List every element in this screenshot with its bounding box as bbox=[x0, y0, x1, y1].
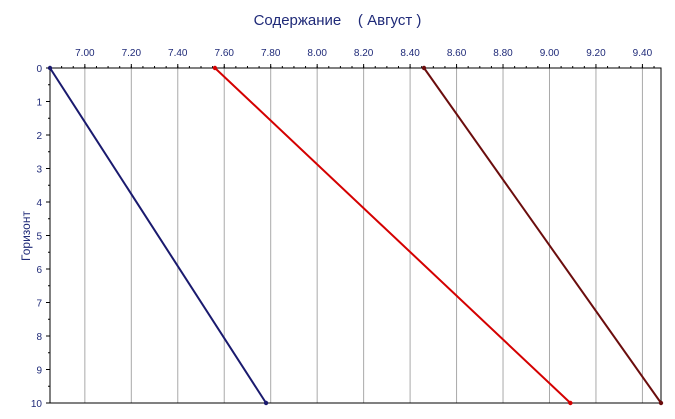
series-3-point-0 bbox=[421, 65, 427, 71]
x-tick-label-5: 8.00 bbox=[307, 48, 327, 59]
series bbox=[47, 65, 664, 406]
series-2-point-0 bbox=[212, 65, 218, 71]
y-tick-label-5: 5 bbox=[36, 232, 42, 243]
y-tick-label-0: 0 bbox=[36, 64, 42, 75]
y-tick-label-8: 8 bbox=[36, 332, 42, 343]
x-tick-label-11: 9.20 bbox=[586, 48, 606, 59]
x-tick-label-4: 7.80 bbox=[261, 48, 281, 59]
y-tick-label-3: 3 bbox=[36, 165, 42, 176]
y-tick-label-2: 2 bbox=[36, 131, 42, 142]
series-2-point-1 bbox=[568, 400, 573, 406]
plot-frame bbox=[49, 67, 662, 404]
y-tick-label-1: 1 bbox=[36, 98, 42, 109]
chart-title: Содержание ( Август ) bbox=[253, 12, 422, 29]
x-tick-label-9: 8.80 bbox=[493, 48, 513, 59]
x-tick-label-1: 7.20 bbox=[122, 48, 142, 59]
y-tick-label-6: 6 bbox=[36, 265, 42, 276]
series-1-point-1 bbox=[263, 400, 269, 406]
x-tick-label-2: 7.40 bbox=[168, 48, 188, 59]
x-tick-label-7: 8.40 bbox=[400, 48, 420, 59]
y-tick-label-4: 4 bbox=[36, 198, 42, 209]
grid bbox=[84, 68, 643, 403]
series-1-line bbox=[49, 67, 267, 404]
y-tick-label-9: 9 bbox=[36, 366, 42, 377]
series-2-line bbox=[214, 67, 572, 404]
series-1-point-0 bbox=[47, 65, 53, 71]
y-tick-label-10: 10 bbox=[31, 399, 43, 410]
x-tick-label-12: 9.40 bbox=[633, 48, 653, 59]
x-tick-label-8: 8.60 bbox=[447, 48, 467, 59]
y-tick-label-7: 7 bbox=[36, 299, 42, 310]
series-3-point-1 bbox=[658, 400, 664, 406]
x-tick-label-3: 7.60 bbox=[215, 48, 235, 59]
x-tick-label-10: 9.00 bbox=[540, 48, 560, 59]
x-tick-label-6: 8.20 bbox=[354, 48, 374, 59]
series-3-line bbox=[423, 67, 662, 404]
axes: 7.00 7.20 7.40 7.60 7.80 8.00 8.20 8.40 8.60 8.80… bbox=[31, 48, 662, 410]
x-tick-label-0: 7.00 bbox=[75, 48, 95, 59]
